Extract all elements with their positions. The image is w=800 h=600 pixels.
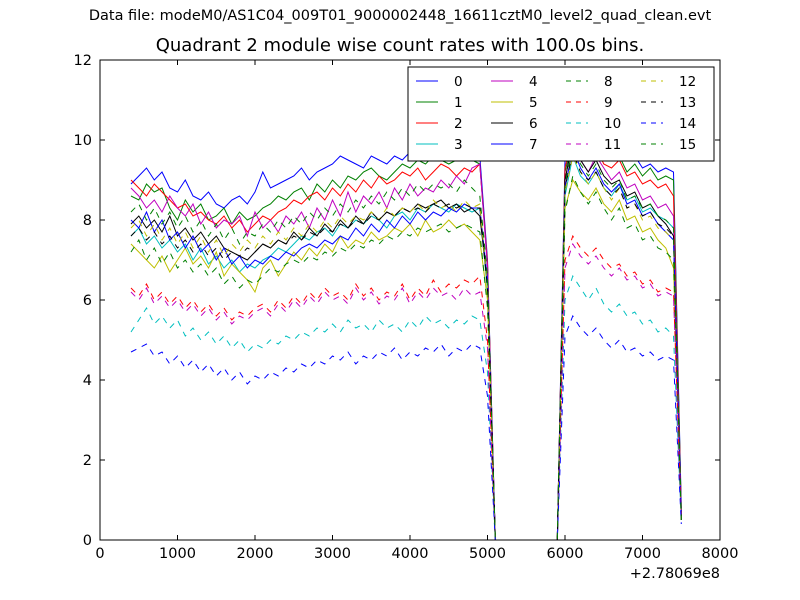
- series-layer: [130, 131, 682, 541]
- legend-label: 4: [529, 74, 538, 90]
- series-line-10: [130, 274, 682, 541]
- legend-label: 2: [454, 116, 463, 132]
- y-tick-label: 2: [83, 453, 92, 469]
- x-tick-label: 6000: [547, 546, 584, 562]
- y-tick-label: 12: [74, 53, 92, 69]
- series-line-12: [130, 154, 682, 541]
- series-line-15: [130, 146, 682, 541]
- series-line-11: [130, 242, 682, 541]
- x-tick-label: 5000: [469, 546, 506, 562]
- y-tick-label: 0: [83, 533, 92, 549]
- x-tick-label: 8000: [702, 546, 739, 562]
- legend-label: 11: [604, 137, 621, 153]
- legend-item-2: 2: [416, 116, 463, 132]
- y-tick-label: 8: [83, 213, 92, 229]
- legend-label: 8: [604, 74, 613, 90]
- x-tick-label: 7000: [624, 546, 661, 562]
- legend-item-8: 8: [566, 74, 613, 90]
- y-tick-label: 4: [83, 373, 92, 389]
- legend-item-14: 14: [641, 116, 696, 132]
- series-line-8: [130, 174, 682, 541]
- chart-title: Quadrant 2 module wise count rates with …: [155, 35, 645, 56]
- x-offset-label: +2.78069e8: [630, 566, 720, 582]
- legend-label: 13: [679, 95, 696, 111]
- legend-item-1: 1: [416, 95, 463, 111]
- legend-item-3: 3: [416, 137, 463, 153]
- series-line-9: [130, 234, 682, 541]
- legend-item-15: 15: [641, 137, 696, 153]
- series-line-13: [130, 150, 682, 541]
- legend-label: 6: [529, 116, 538, 132]
- legend-item-12: 12: [641, 74, 696, 90]
- legend-item-9: 9: [566, 95, 613, 111]
- legend-label: 9: [604, 95, 613, 111]
- legend-label: 7: [529, 137, 538, 153]
- data-file-suptitle: Data file: modeM0/AS1C04_009T01_90000024…: [88, 8, 712, 24]
- x-tick-label: 3000: [314, 546, 351, 562]
- legend-item-5: 5: [491, 95, 538, 111]
- legend-item-13: 13: [641, 95, 696, 111]
- legend-item-10: 10: [566, 116, 621, 132]
- series-line-2: [130, 134, 682, 541]
- legend-label: 0: [454, 74, 463, 90]
- legend-label: 1: [454, 95, 463, 111]
- legend-label: 12: [679, 74, 696, 90]
- x-tick-label: 4000: [392, 546, 429, 562]
- axis-ticks: 0 1000 2000 3000 4000 5000 6000 7000 80000246810…: [74, 53, 739, 562]
- legend-item-4: 4: [491, 74, 538, 90]
- x-tick-label: 2000: [237, 546, 274, 562]
- legend-label: 14: [679, 116, 696, 132]
- series-line-5: [130, 178, 682, 541]
- legend-box: [407, 66, 715, 162]
- legend-label: 3: [454, 137, 463, 153]
- legend-item-11: 11: [566, 137, 621, 153]
- y-tick-label: 10: [74, 133, 92, 149]
- series-line-3: [130, 154, 682, 541]
- legend-label: 10: [604, 116, 621, 132]
- legend-item-6: 6: [491, 116, 538, 132]
- x-tick-label: 1000: [159, 546, 196, 562]
- legend-label: 15: [679, 137, 696, 153]
- legend-item-0: 0: [416, 74, 463, 90]
- legend-label: 5: [529, 95, 538, 111]
- series-line-14: [130, 314, 682, 541]
- x-tick-label: 0: [95, 546, 104, 562]
- legend-item-7: 7: [491, 137, 538, 153]
- series-line-7: [130, 146, 682, 541]
- y-tick-label: 6: [83, 293, 92, 309]
